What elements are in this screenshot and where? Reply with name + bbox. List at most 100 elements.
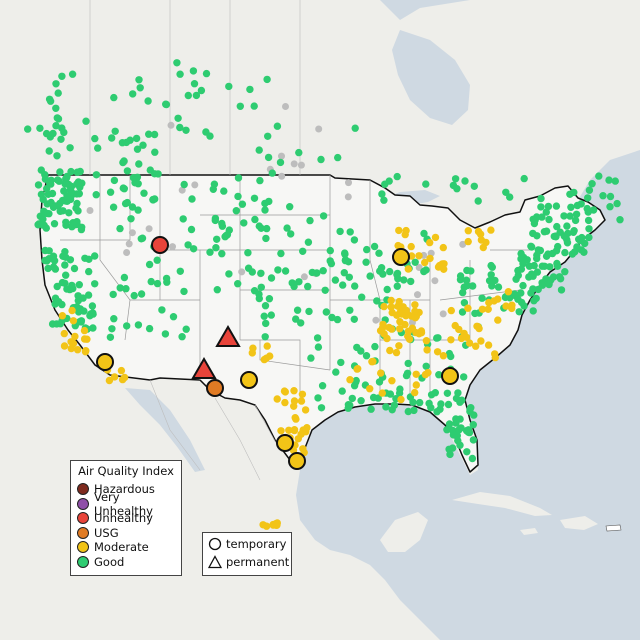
good-monitor[interactable]	[487, 271, 495, 279]
good-monitor[interactable]	[213, 235, 221, 243]
good-monitor[interactable]	[54, 89, 62, 97]
good-monitor[interactable]	[431, 389, 439, 397]
good-monitor[interactable]	[86, 312, 94, 320]
good-monitor[interactable]	[447, 352, 455, 361]
good-monitor[interactable]	[120, 273, 129, 282]
good-monitor[interactable]	[570, 188, 578, 197]
good-monitor[interactable]	[89, 324, 97, 332]
good-monitor[interactable]	[50, 220, 59, 228]
good-monitor[interactable]	[281, 267, 290, 275]
good-monitor[interactable]	[326, 246, 334, 255]
good-monitor[interactable]	[319, 212, 328, 220]
good-monitor[interactable]	[469, 282, 477, 290]
good-monitor[interactable]	[420, 229, 428, 238]
moderate-temporary-monitor[interactable]	[96, 353, 114, 371]
moderate-monitor[interactable]	[422, 337, 431, 345]
moderate-monitor[interactable]	[404, 332, 412, 340]
good-monitor[interactable]	[135, 76, 143, 84]
good-monitor[interactable]	[595, 172, 603, 180]
good-monitor[interactable]	[470, 182, 478, 190]
good-monitor[interactable]	[297, 319, 305, 327]
good-monitor[interactable]	[129, 90, 137, 98]
moderate-monitor[interactable]	[392, 348, 401, 357]
good-monitor[interactable]	[187, 225, 196, 234]
good-monitor[interactable]	[92, 171, 101, 179]
moderate-monitor[interactable]	[273, 519, 281, 527]
moderate-monitor[interactable]	[411, 314, 420, 322]
good-monitor[interactable]	[53, 152, 61, 160]
good-monitor[interactable]	[74, 207, 82, 215]
good-monitor[interactable]	[59, 207, 67, 215]
good-monitor[interactable]	[238, 200, 247, 208]
good-monitor[interactable]	[213, 286, 221, 294]
good-monitor[interactable]	[240, 219, 248, 227]
good-monitor[interactable]	[457, 424, 465, 432]
moderate-monitor[interactable]	[82, 347, 90, 355]
moderate-monitor[interactable]	[421, 258, 429, 267]
moderate-monitor[interactable]	[396, 318, 404, 326]
good-monitor[interactable]	[352, 378, 360, 386]
good-monitor[interactable]	[68, 281, 76, 290]
good-monitor[interactable]	[255, 146, 263, 154]
good-monitor[interactable]	[154, 170, 162, 178]
moderate-monitor[interactable]	[447, 336, 455, 344]
good-monitor[interactable]	[437, 400, 445, 408]
good-monitor[interactable]	[267, 311, 275, 319]
good-monitor[interactable]	[369, 393, 378, 402]
good-monitor[interactable]	[212, 244, 220, 252]
good-monitor[interactable]	[494, 283, 503, 291]
usg-temporary-monitor[interactable]	[206, 379, 224, 397]
good-monitor[interactable]	[268, 169, 276, 177]
moderate-monitor[interactable]	[484, 305, 492, 313]
moderate-monitor[interactable]	[491, 350, 499, 358]
moderate-monitor[interactable]	[290, 426, 299, 435]
good-monitor[interactable]	[339, 281, 347, 289]
good-monitor[interactable]	[386, 390, 395, 398]
good-monitor[interactable]	[561, 248, 569, 257]
moderate-monitor[interactable]	[402, 306, 410, 314]
good-monitor[interactable]	[470, 411, 478, 419]
good-monitors[interactable]	[24, 59, 624, 463]
moderate-monitor[interactable]	[110, 373, 119, 381]
good-monitor[interactable]	[150, 130, 159, 139]
good-monitor[interactable]	[304, 282, 312, 291]
good-monitor[interactable]	[49, 252, 58, 260]
good-monitor[interactable]	[225, 82, 233, 91]
good-monitor[interactable]	[434, 334, 442, 342]
good-monitor[interactable]	[256, 176, 264, 185]
moderate-monitor[interactable]	[482, 238, 490, 247]
good-monitor[interactable]	[346, 228, 354, 236]
moderate-monitor[interactable]	[440, 260, 448, 268]
good-monitor[interactable]	[491, 276, 499, 285]
good-monitor[interactable]	[371, 342, 379, 351]
moderate-monitor[interactable]	[281, 388, 289, 396]
good-monitor[interactable]	[570, 227, 578, 235]
good-monitor[interactable]	[41, 256, 49, 265]
good-monitor[interactable]	[451, 175, 460, 183]
moderate-monitor[interactable]	[477, 337, 485, 345]
good-monitor[interactable]	[37, 212, 45, 221]
moderate-monitor[interactable]	[387, 296, 395, 305]
moderate-monitor[interactable]	[411, 388, 419, 397]
good-monitor[interactable]	[585, 186, 594, 194]
good-monitor[interactable]	[118, 139, 127, 147]
good-monitor[interactable]	[211, 214, 220, 223]
good-monitor[interactable]	[576, 236, 584, 245]
moderate-monitor[interactable]	[426, 238, 434, 247]
good-monitor[interactable]	[357, 347, 365, 355]
good-monitor[interactable]	[261, 333, 269, 341]
moderate-monitor[interactable]	[397, 395, 405, 404]
good-monitor[interactable]	[108, 325, 116, 333]
good-monitor[interactable]	[474, 197, 482, 205]
good-monitor[interactable]	[422, 266, 430, 274]
good-monitor[interactable]	[456, 441, 464, 449]
good-monitor[interactable]	[370, 242, 379, 251]
good-monitor[interactable]	[317, 404, 326, 412]
good-monitor[interactable]	[318, 382, 327, 390]
good-monitor[interactable]	[140, 189, 148, 197]
moderate-monitor[interactable]	[277, 427, 285, 435]
good-monitor[interactable]	[53, 114, 61, 122]
moderate-monitor[interactable]	[402, 226, 410, 235]
good-monitor[interactable]	[478, 294, 486, 302]
moderate-monitor[interactable]	[415, 252, 423, 260]
